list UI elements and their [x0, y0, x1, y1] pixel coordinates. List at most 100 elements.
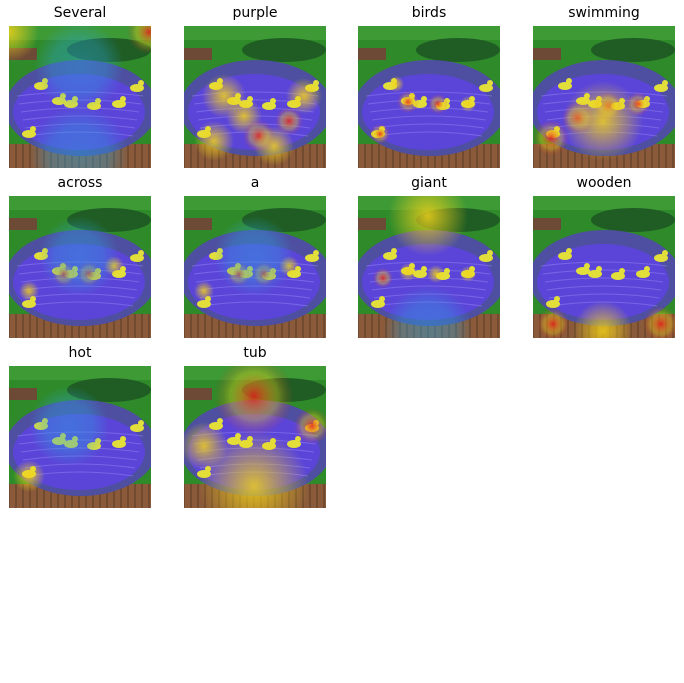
attention-image: [184, 366, 326, 508]
duck: [371, 300, 385, 308]
attention-image: [533, 196, 675, 338]
heatmap-blob: [194, 281, 214, 301]
hedge: [242, 38, 326, 62]
heatmap-blob: [373, 268, 393, 288]
panel-title: a: [250, 175, 260, 191]
duck: [305, 254, 319, 262]
duck: [654, 254, 668, 262]
panel-a: a: [184, 173, 326, 338]
scene-svg: [9, 26, 151, 168]
duck: [558, 252, 572, 260]
attention-image: [358, 196, 500, 338]
attention-image: [9, 366, 151, 508]
scene-svg: [533, 26, 675, 168]
panel-title: swimming: [568, 5, 640, 21]
hedge: [591, 208, 675, 232]
panel-title: wooden: [576, 175, 632, 191]
duck: [479, 254, 493, 262]
attention-image: [184, 26, 326, 168]
panel-several: Several: [9, 3, 151, 168]
scene-svg: [9, 366, 151, 508]
heatmap-blob: [39, 216, 119, 296]
duck: [22, 300, 36, 308]
heatmap-blob: [563, 81, 643, 161]
bench: [9, 388, 37, 400]
panel-tub: tub: [184, 343, 326, 508]
panel-birds: birds: [358, 3, 500, 168]
scene-svg: [533, 196, 675, 338]
heatmap-blob: [537, 308, 569, 338]
scene-svg: [184, 366, 326, 508]
attention-image: [9, 196, 151, 338]
heatmap-blob: [388, 196, 468, 256]
bench: [9, 218, 37, 230]
heatmap-blob: [214, 366, 294, 436]
duck: [654, 84, 668, 92]
panel-title: purple: [232, 5, 278, 21]
heatmap-blob: [29, 386, 109, 466]
duck: [130, 424, 144, 432]
panel-title: birds: [411, 5, 447, 21]
bench: [184, 388, 212, 400]
panel-title: tub: [243, 345, 267, 361]
heatmap-blob: [428, 94, 448, 114]
bench: [358, 48, 386, 60]
heatmap-blob: [383, 286, 473, 338]
duck: [130, 254, 144, 262]
duck: [479, 84, 493, 92]
panel-across: across: [9, 173, 151, 338]
heatmap-blob: [286, 78, 322, 114]
bench: [184, 218, 212, 230]
duck: [112, 440, 126, 448]
scene-svg: [358, 196, 500, 338]
duck: [22, 130, 36, 138]
heatmap-blob: [399, 263, 417, 281]
duck: [112, 100, 126, 108]
duck: [546, 300, 560, 308]
heatmap-blob: [573, 301, 633, 338]
heatmap-blob: [214, 216, 294, 296]
heatmap-blob: [533, 120, 569, 156]
bench: [533, 48, 561, 60]
attention-image: [9, 26, 151, 168]
panel-purple: purple: [184, 3, 326, 168]
bench: [358, 218, 386, 230]
heatmap-blob: [388, 76, 404, 92]
heatmap-blob: [254, 126, 294, 166]
attention-image: [184, 196, 326, 338]
panel-wooden: wooden: [533, 173, 675, 338]
heatmap-blob: [460, 266, 476, 282]
panel-swimming: swimming: [533, 3, 675, 168]
heatmap-blob: [370, 124, 390, 144]
heatmap-blob: [127, 26, 151, 54]
heatmap-blob: [184, 422, 228, 470]
bench: [533, 218, 561, 230]
scene-svg: [358, 26, 500, 168]
panel-hot: hot: [9, 343, 151, 508]
duck: [383, 252, 397, 260]
heatmap-blob: [643, 306, 675, 338]
panel-title: across: [57, 175, 103, 191]
duck: [588, 270, 602, 278]
bench: [184, 48, 212, 60]
heatmap-blob: [19, 281, 39, 301]
duck: [636, 270, 650, 278]
duck: [611, 272, 625, 280]
panel-giant: giant: [358, 173, 500, 338]
heatmap-blob: [397, 91, 419, 113]
heatmap-blob: [13, 460, 45, 492]
heatmap-blob: [294, 408, 326, 444]
attention-image: [533, 26, 675, 168]
heatmap-blob: [9, 26, 39, 62]
duck: [130, 84, 144, 92]
heatmap-blob: [34, 26, 124, 111]
duck: [576, 267, 590, 275]
duck: [262, 102, 276, 110]
hedge: [591, 38, 675, 62]
duck: [558, 82, 572, 90]
heatmap-blob: [427, 265, 445, 283]
hedge: [416, 38, 500, 62]
scene-svg: [184, 26, 326, 168]
panel-title: hot: [68, 345, 92, 361]
attention-image: [358, 26, 500, 168]
